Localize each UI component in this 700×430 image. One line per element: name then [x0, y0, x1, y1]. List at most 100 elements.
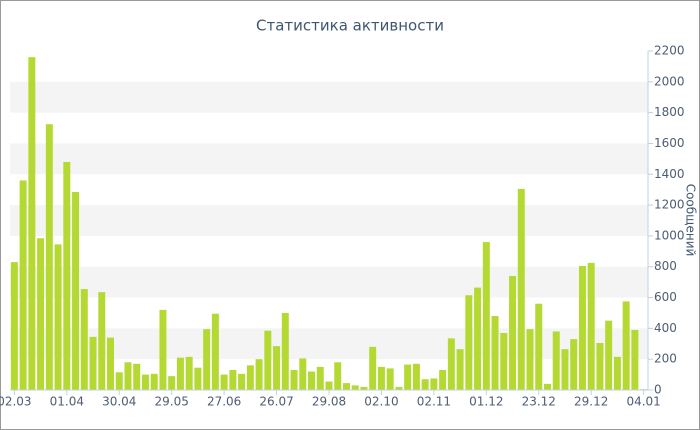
- bar: [517, 188, 525, 390]
- bar: [404, 364, 412, 390]
- grid-band: [10, 328, 648, 360]
- x-tick-label: 30.04: [102, 395, 136, 409]
- bar: [168, 376, 176, 390]
- x-tick-label: 04.01: [626, 395, 660, 409]
- y-tick-label: 600: [654, 290, 677, 304]
- bar: [325, 381, 333, 390]
- x-tick-label: 23.12: [522, 395, 556, 409]
- bar: [578, 265, 586, 390]
- bar: [28, 57, 36, 390]
- bar: [107, 337, 115, 390]
- bar: [185, 356, 193, 390]
- bar: [10, 262, 18, 390]
- bar: [308, 371, 316, 390]
- grid-band: [10, 143, 648, 175]
- bar: [98, 292, 106, 390]
- bar: [176, 357, 184, 390]
- bar: [351, 385, 359, 390]
- bar: [115, 372, 123, 390]
- grid-band: [10, 81, 648, 113]
- bar: [255, 359, 263, 390]
- bar: [273, 346, 281, 390]
- y-tick-label: 1400: [654, 167, 685, 181]
- y-tick-label: 1200: [654, 198, 685, 212]
- bar: [412, 363, 420, 390]
- x-tick-label: 01.04: [50, 395, 84, 409]
- bar: [80, 289, 88, 390]
- bar: [509, 275, 517, 390]
- x-tick-label: 02.03: [0, 395, 32, 409]
- bar: [360, 386, 368, 390]
- bar: [552, 331, 560, 390]
- bar: [159, 309, 167, 390]
- bar: [465, 295, 473, 390]
- bar: [587, 262, 595, 390]
- x-tick-label: 02.10: [364, 395, 398, 409]
- bar: [474, 287, 482, 390]
- bar: [54, 244, 62, 390]
- bar: [491, 316, 499, 390]
- bar: [631, 329, 639, 390]
- bar: [229, 369, 237, 390]
- y-tick-label: 2200: [654, 44, 685, 58]
- bar: [334, 362, 342, 390]
- bar: [369, 346, 377, 390]
- bar: [622, 301, 630, 390]
- bar: [561, 349, 569, 390]
- x-tick-label: 29.08: [312, 395, 346, 409]
- bar: [342, 383, 350, 390]
- x-tick-label: 26.07: [259, 395, 293, 409]
- bar: [613, 356, 621, 390]
- bar: [535, 303, 543, 390]
- bar: [456, 349, 464, 390]
- y-tick-label: 800: [654, 259, 677, 273]
- bar: [482, 242, 490, 390]
- y-tick-label: 1000: [654, 228, 685, 242]
- x-tick-label: 01.12: [469, 395, 503, 409]
- bar: [124, 362, 132, 390]
- bar: [439, 369, 447, 390]
- bar: [299, 358, 307, 390]
- y-tick-label: 1600: [654, 136, 685, 150]
- bar: [211, 313, 219, 390]
- bar: [72, 191, 80, 390]
- bar: [203, 329, 211, 390]
- bar: [238, 373, 246, 390]
- bar: [316, 366, 324, 390]
- bar: [89, 336, 97, 390]
- y-axis-label: Сообщений: [684, 184, 698, 257]
- y-tick-label: 200: [654, 352, 677, 366]
- bar: [500, 332, 508, 390]
- bar: [421, 379, 429, 390]
- bar: [395, 386, 403, 390]
- bar: [133, 363, 141, 390]
- x-tick-label: 29.12: [574, 395, 608, 409]
- bar: [570, 339, 578, 390]
- bar: [141, 374, 149, 390]
- bar: [220, 374, 228, 390]
- bar: [37, 238, 45, 390]
- bar: [386, 368, 394, 390]
- bar: [150, 373, 158, 390]
- bar: [194, 367, 202, 390]
- bar: [430, 378, 438, 390]
- grid-band: [10, 205, 648, 236]
- bar: [377, 366, 385, 390]
- bar: [290, 369, 298, 390]
- x-tick-label: 27.06: [207, 395, 241, 409]
- y-tick-label: 2000: [654, 74, 685, 88]
- bar: [447, 338, 455, 390]
- grid-band: [10, 266, 648, 298]
- bar: [246, 365, 254, 390]
- y-tick-label: 0: [654, 383, 662, 397]
- bar: [281, 312, 289, 390]
- bar: [264, 330, 272, 390]
- bar: [596, 343, 604, 390]
- bar: [526, 329, 534, 390]
- bar: [63, 161, 71, 390]
- x-tick-label: 02.11: [417, 395, 451, 409]
- x-tick-label: 29.05: [155, 395, 189, 409]
- bar: [543, 383, 551, 390]
- bar: [19, 180, 27, 390]
